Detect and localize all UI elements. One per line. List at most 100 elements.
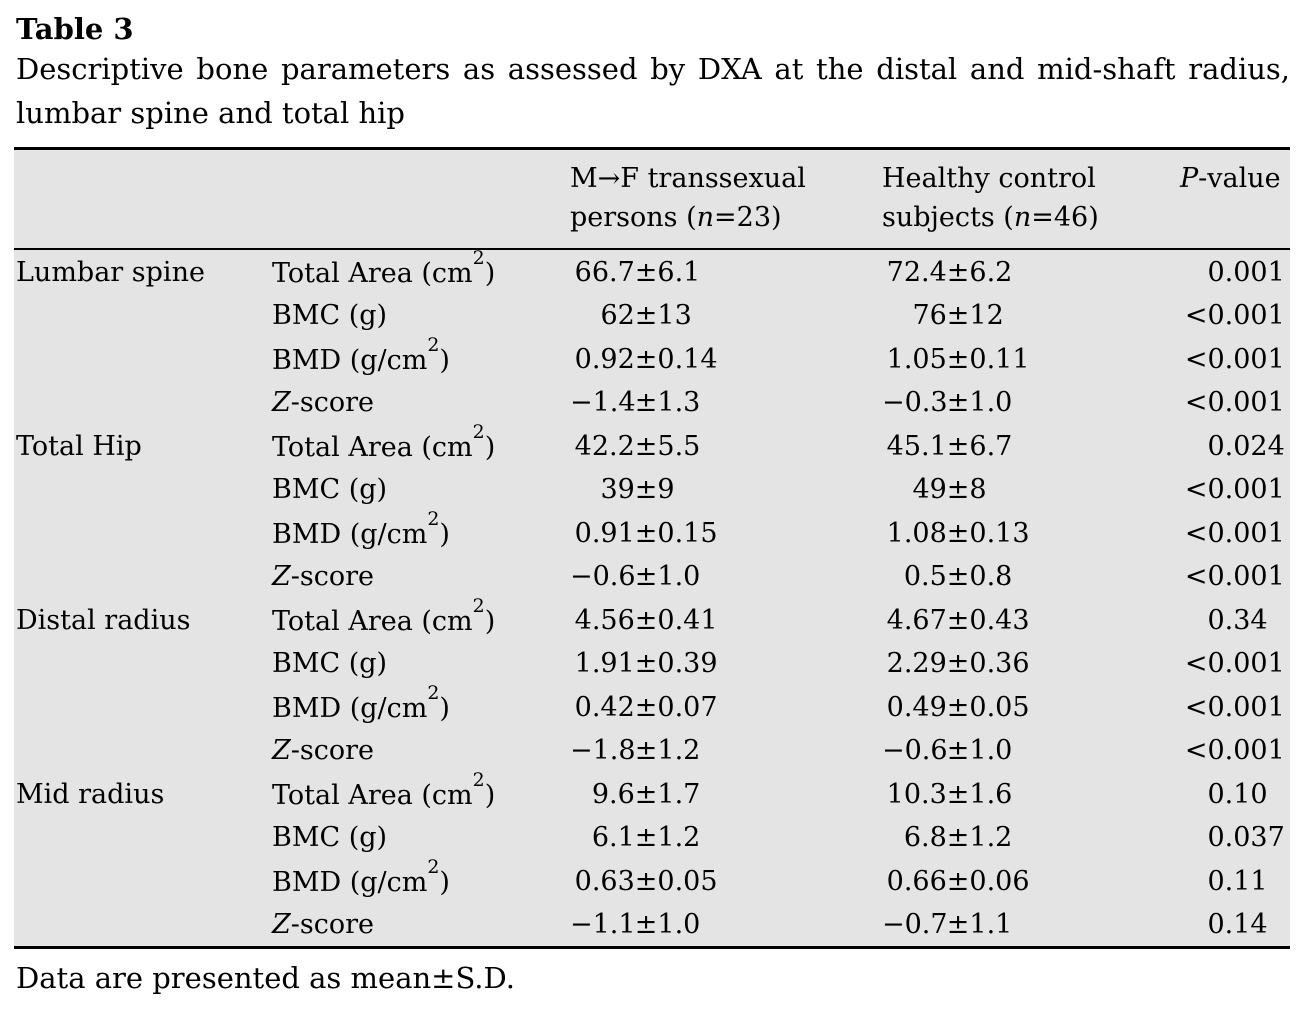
p-int-part: <0 — [1184, 300, 1225, 332]
table-row: Total Hip Total Area (cm2) 42.2±5.5 45.1±6.… — [14, 420, 1290, 468]
table-caption: Descriptive bone parameters as assessed … — [16, 52, 1290, 130]
parameter-cell: BMC (g) — [272, 300, 388, 332]
value-mean: 0.49 — [886, 691, 947, 723]
header-mf-n: n — [696, 202, 715, 234]
plus-minus: ± — [634, 517, 658, 549]
header-mf-column: M→F transsexual persons (n=23) — [570, 159, 882, 237]
table-row: Z-score −0.6±1.0 0.5±0.8 <0.001 — [14, 555, 1290, 599]
italic-letter: Z — [272, 735, 291, 767]
header-parameter-column — [272, 159, 570, 237]
parameter-cell: BMC (g) — [272, 474, 388, 506]
plus-minus: ± — [634, 604, 658, 636]
header-control-n: n — [1013, 202, 1032, 234]
hc-value-cell: −0.3±1.0 — [882, 387, 1180, 418]
table-row: BMC (g) 6.1±1.2 6.8±1.2 0.037 — [14, 816, 1290, 860]
plus-minus: ± — [946, 648, 970, 680]
table-footnote: Data are presented as mean±S.D. — [16, 961, 515, 996]
value-sd: 1.2 — [657, 735, 701, 767]
plus-minus: ± — [946, 691, 970, 723]
header-control-column: Healthy control subjects (n=46) — [882, 159, 1180, 237]
plus-minus: ± — [946, 735, 970, 767]
value-mean: 0.92 — [574, 343, 635, 375]
value-sd: 1.0 — [657, 561, 701, 593]
plus-minus: ± — [634, 430, 658, 462]
p-int-part: <0 — [1184, 387, 1225, 419]
value-mean: 66.7 — [574, 256, 635, 288]
value-mean: −1.8 — [570, 735, 636, 767]
table-row: BMD (g/cm2) 0.42±0.07 0.49±0.05 <0.001 — [14, 681, 1290, 729]
value-mean: 0.5 — [903, 561, 947, 593]
parameter-cell: Z-score — [272, 387, 375, 419]
p-int-part: <0 — [1184, 517, 1225, 549]
p-value-cell: 0.001 — [1180, 257, 1284, 288]
value-sd: 0.07 — [657, 691, 718, 723]
mf-value-cell: 62±13 — [570, 300, 882, 331]
superscript-2: 2 — [472, 420, 485, 443]
value-mean: 72.4 — [886, 256, 947, 288]
plus-minus: ± — [946, 778, 970, 810]
hc-value-cell: −0.6±1.0 — [882, 735, 1180, 766]
value-mean: −0.6 — [882, 735, 948, 767]
value-sd: 0.05 — [657, 865, 718, 897]
value-mean: 0.91 — [574, 517, 635, 549]
value-mean: 45.1 — [886, 430, 947, 462]
header-pvalue-column: P-value — [1180, 159, 1281, 237]
p-int-part: <0 — [1184, 561, 1225, 593]
plus-minus: ± — [634, 735, 658, 767]
hc-value-cell: 10.3±1.6 — [882, 779, 1180, 810]
plus-minus: ± — [946, 561, 970, 593]
value-mean: 1.91 — [574, 648, 635, 680]
mf-value-cell: −0.6±1.0 — [570, 561, 882, 592]
value-sd: 0.8 — [969, 561, 1013, 593]
p-int-part: <0 — [1184, 648, 1225, 680]
value-mean: 6.8 — [903, 822, 947, 854]
site-cell: Distal radius — [16, 604, 191, 636]
p-value-cell: <0.001 — [1180, 648, 1285, 679]
parameter-cell: Z-score — [272, 561, 375, 593]
plus-minus: ± — [946, 822, 970, 854]
value-sd: 6.7 — [969, 430, 1013, 462]
plus-minus: ± — [634, 822, 658, 854]
plus-minus: ± — [634, 691, 658, 723]
mf-value-cell: 42.2±5.5 — [570, 431, 882, 462]
value-sd: 1.1 — [969, 909, 1013, 941]
value-sd: 1.6 — [969, 778, 1013, 810]
plus-minus: ± — [634, 300, 658, 332]
mf-value-cell: 0.91±0.15 — [570, 518, 882, 549]
p-int-part: 0 — [1207, 604, 1225, 636]
mf-value-cell: 4.56±0.41 — [570, 605, 882, 636]
header-pvalue-italic-p: P — [1180, 163, 1199, 194]
hc-value-cell: 0.5±0.8 — [882, 561, 1180, 592]
table-row: Z-score −1.4±1.3 −0.3±1.0 <0.001 — [14, 381, 1290, 425]
table-row: BMC (g) 39±9 49±8 <0.001 — [14, 468, 1290, 512]
table-row: BMD (g/cm2) 0.63±0.05 0.66±0.06 0.11 — [14, 856, 1290, 903]
p-int-part: <0 — [1184, 343, 1225, 375]
p-value-cell: 0.037 — [1180, 822, 1284, 853]
table-row: Mid radius Total Area (cm2) 9.6±1.7 10.3±1.… — [14, 768, 1290, 816]
value-mean: 76 — [912, 300, 947, 332]
paper-table-page: Table 3 Descriptive bone parameters as a… — [14, 12, 1290, 996]
data-table: M→F transsexual persons (n=23) Healthy c… — [14, 147, 1290, 950]
header-mf-line2-post: =23) — [714, 202, 782, 234]
p-int-part: 0 — [1207, 778, 1225, 810]
value-sd: 0.15 — [657, 517, 718, 549]
p-int-part: 0 — [1207, 865, 1225, 897]
mf-value-cell: −1.1±1.0 — [570, 909, 882, 940]
parameter-cell: BMD (g/cm2) — [272, 681, 450, 725]
mf-value-cell: 0.42±0.07 — [570, 692, 882, 723]
mf-value-cell: −1.4±1.3 — [570, 387, 882, 418]
value-mean: 39 — [600, 474, 635, 506]
plus-minus: ± — [946, 256, 970, 288]
value-sd: 0.43 — [969, 604, 1030, 636]
hc-value-cell: 4.67±0.43 — [882, 605, 1180, 636]
parameter-cell: Total Area (cm2) — [272, 768, 496, 812]
plus-minus: ± — [634, 865, 658, 897]
italic-letter: Z — [272, 387, 291, 419]
value-sd: 1.2 — [657, 822, 701, 854]
value-sd: 9 — [657, 474, 675, 506]
table-title: Table 3 — [16, 12, 134, 46]
p-value-cell: 0.11 — [1180, 866, 1276, 897]
parameter-cell: BMD (g/cm2) — [272, 333, 450, 377]
p-value-cell: 0.024 — [1180, 431, 1284, 462]
table-row: Z-score −1.1±1.0 −0.7±1.1 0.14 — [14, 903, 1290, 947]
